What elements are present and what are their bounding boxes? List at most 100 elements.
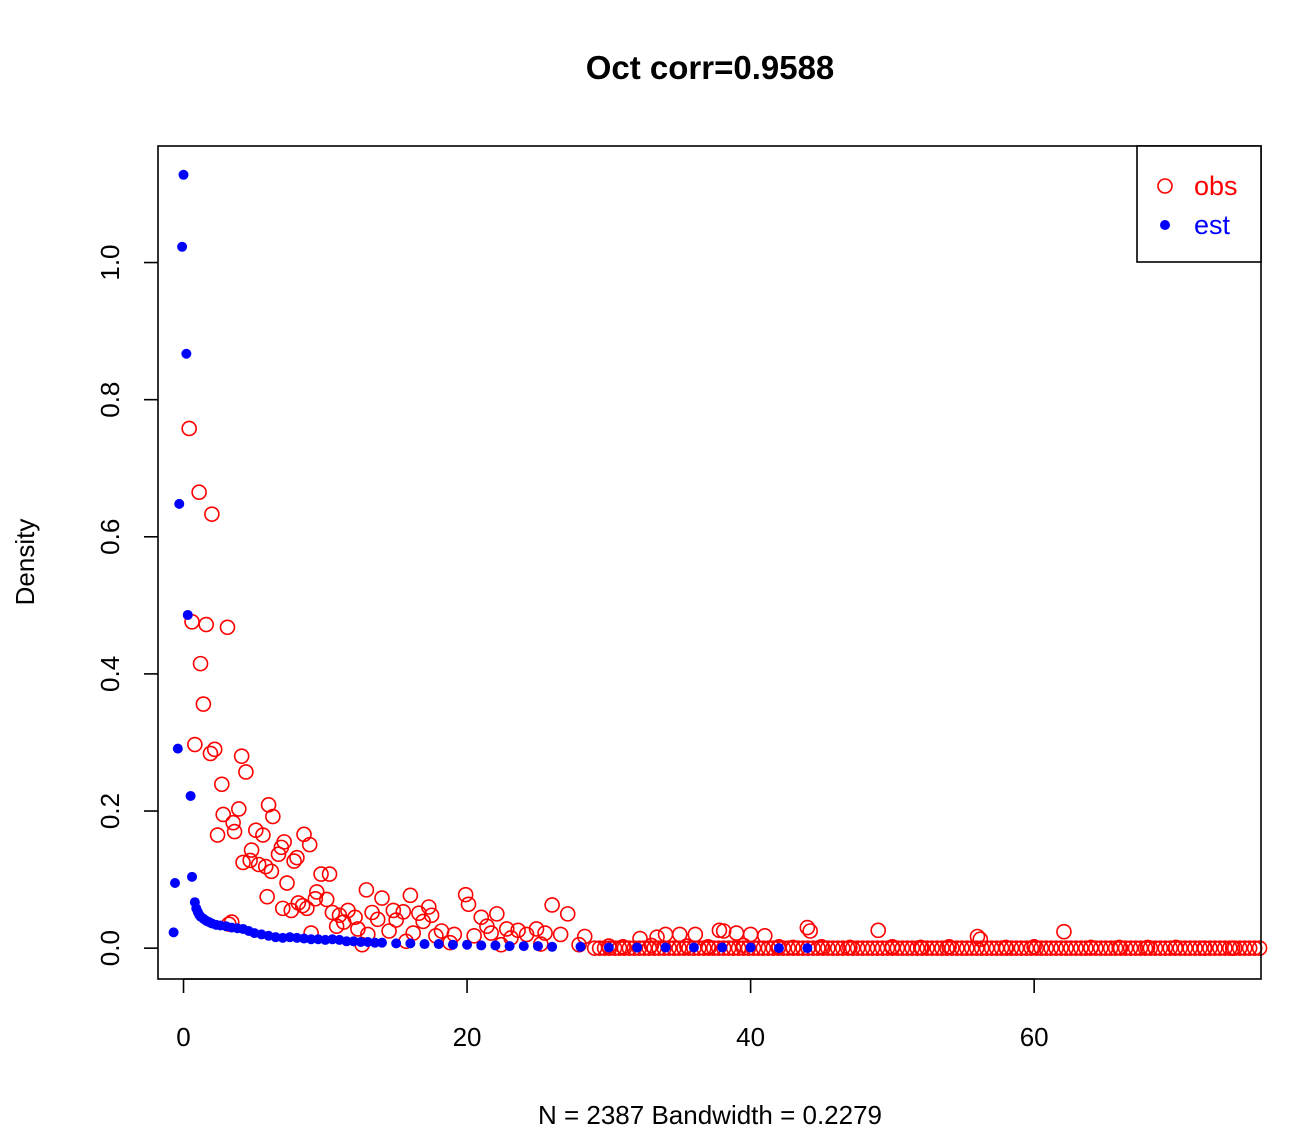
est-point bbox=[447, 939, 458, 950]
x-axis-ticks: 0 20 40 60 bbox=[176, 978, 1049, 1052]
obs-point bbox=[1177, 940, 1193, 956]
obs-point bbox=[1241, 940, 1258, 956]
obs-point bbox=[374, 890, 390, 906]
obs-point bbox=[1196, 940, 1213, 956]
obs-point bbox=[834, 940, 851, 956]
obs-point bbox=[213, 776, 230, 793]
obs-point bbox=[528, 921, 545, 937]
est-point bbox=[419, 939, 430, 950]
obs-point bbox=[919, 940, 935, 956]
obs-point bbox=[1068, 940, 1084, 956]
obs-point bbox=[1251, 940, 1268, 956]
obs-point bbox=[318, 891, 335, 908]
est-point bbox=[773, 943, 784, 954]
obs-point bbox=[924, 940, 940, 956]
obs-point bbox=[537, 925, 553, 941]
x-tick-label: 20 bbox=[453, 1022, 482, 1052]
obs-point bbox=[489, 906, 505, 922]
est-point bbox=[377, 937, 388, 948]
obs-point bbox=[273, 839, 290, 856]
est-point bbox=[185, 790, 196, 801]
obs-point bbox=[308, 884, 325, 900]
obs-point bbox=[912, 939, 929, 956]
obs-point bbox=[802, 923, 818, 939]
est-point bbox=[688, 942, 699, 953]
obs-point bbox=[242, 852, 258, 869]
obs-point bbox=[202, 745, 219, 762]
obs-point bbox=[1127, 940, 1144, 956]
obs-point bbox=[1078, 940, 1094, 956]
obs-point bbox=[904, 940, 921, 956]
y-axis-label: Density bbox=[10, 519, 40, 606]
est-point bbox=[172, 743, 183, 754]
obs-point bbox=[1224, 940, 1241, 956]
est-point bbox=[341, 936, 352, 947]
est-point bbox=[504, 941, 515, 952]
obs-point bbox=[198, 616, 215, 633]
obs-point bbox=[395, 904, 412, 920]
x-tick-label: 60 bbox=[1020, 1022, 1049, 1052]
obs-point bbox=[1111, 939, 1128, 956]
obs-point bbox=[231, 801, 247, 817]
obs-point bbox=[1056, 923, 1072, 940]
est-point bbox=[745, 942, 756, 953]
est-point bbox=[462, 939, 473, 950]
y-tick-label: 0.6 bbox=[95, 519, 125, 555]
obs-point bbox=[1013, 940, 1030, 956]
obs-point bbox=[420, 899, 437, 915]
obs-point bbox=[864, 940, 881, 956]
obs-point bbox=[405, 925, 421, 941]
obs-point bbox=[687, 926, 704, 943]
obs-point bbox=[369, 911, 386, 928]
est-point bbox=[433, 939, 444, 950]
obs-point bbox=[274, 900, 291, 917]
obs-point bbox=[799, 919, 816, 936]
plot-frame bbox=[157, 145, 1262, 980]
obs-point bbox=[1231, 940, 1248, 956]
legend-marker-obs bbox=[1157, 178, 1173, 194]
obs-point bbox=[209, 827, 226, 843]
obs-point bbox=[1168, 939, 1184, 956]
obs-point bbox=[813, 938, 830, 955]
obs-point bbox=[415, 913, 431, 930]
obs-point bbox=[483, 925, 499, 941]
obs-point bbox=[195, 696, 212, 712]
obs-point bbox=[544, 897, 560, 913]
obs-point bbox=[498, 921, 515, 937]
obs-point bbox=[1207, 940, 1223, 956]
obs-point bbox=[299, 900, 315, 917]
obs-point bbox=[206, 741, 223, 758]
obs-point bbox=[279, 875, 295, 891]
obs-point bbox=[1058, 940, 1074, 956]
y-tick-label: 0.0 bbox=[95, 930, 125, 966]
obs-point bbox=[250, 856, 267, 873]
obs-point bbox=[473, 909, 490, 926]
obs-point bbox=[460, 896, 477, 913]
est-point bbox=[355, 936, 366, 947]
obs-point bbox=[411, 905, 427, 921]
obs-point bbox=[385, 902, 402, 919]
obs-point bbox=[616, 940, 633, 956]
obs-point bbox=[307, 890, 324, 907]
obs-point bbox=[270, 846, 287, 863]
x-tick-label: 0 bbox=[176, 1022, 190, 1052]
obs-point bbox=[446, 926, 463, 943]
obs-point bbox=[849, 940, 866, 956]
obs-point bbox=[1026, 938, 1042, 955]
obs-point bbox=[859, 940, 876, 956]
est-point bbox=[170, 878, 181, 889]
est-point bbox=[575, 941, 586, 952]
obs-point bbox=[235, 854, 251, 871]
obs-point bbox=[518, 926, 535, 943]
obs-point bbox=[255, 827, 271, 843]
obs-point bbox=[998, 939, 1014, 956]
est-point bbox=[476, 940, 487, 951]
y-axis-ticks: 0.0 0.2 0.4 0.6 0.8 1.0 bbox=[95, 244, 158, 966]
obs-point bbox=[265, 808, 281, 825]
x-axis-label: N = 2387 Bandwidth = 0.2279 bbox=[538, 1100, 882, 1130]
est-point bbox=[178, 169, 189, 180]
obs-point bbox=[263, 863, 280, 880]
est-point bbox=[391, 938, 402, 949]
obs-point bbox=[1132, 940, 1149, 956]
est-point bbox=[717, 942, 728, 953]
